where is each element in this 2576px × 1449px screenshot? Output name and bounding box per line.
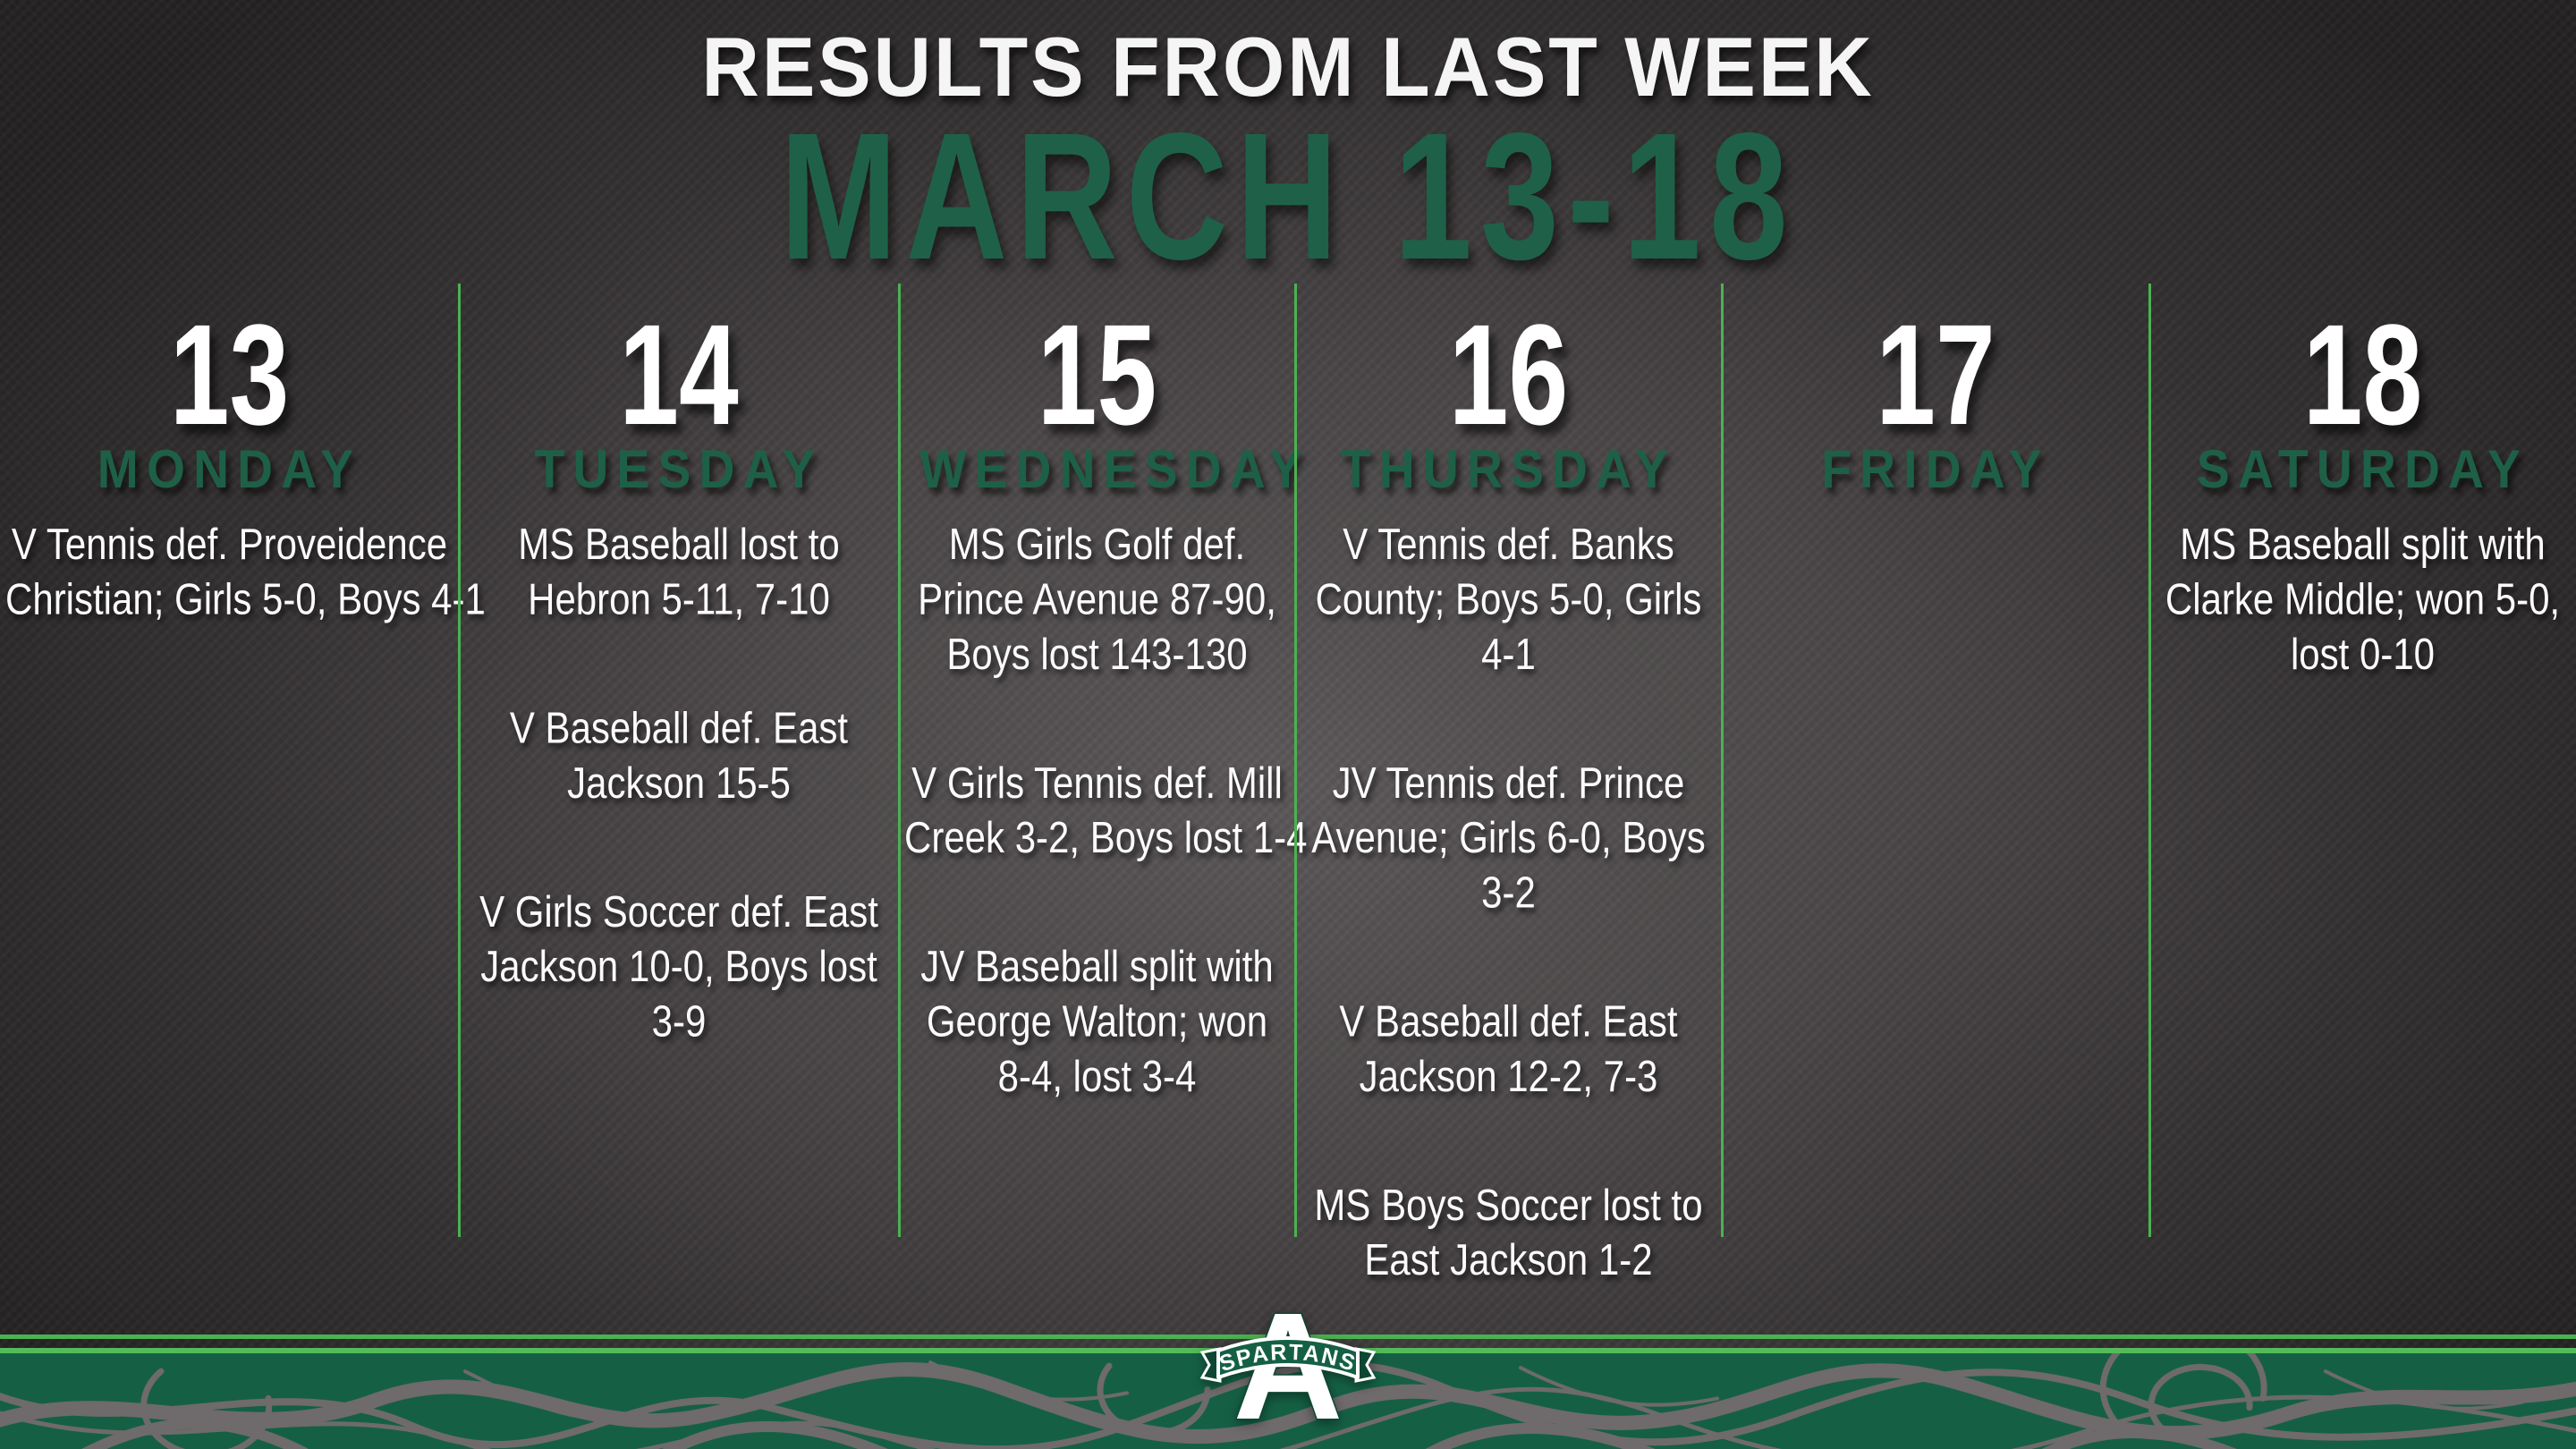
- day-results: MS Baseball lost to Hebron 5-11, 7-10 V …: [464, 517, 894, 1049]
- day-column-thursday: 16 THURSDAY V Tennis def. Banks County; …: [1295, 295, 1722, 1306]
- date-range-subtitle: MARCH 13-18: [779, 95, 1797, 297]
- column-divider: [458, 284, 461, 1237]
- day-column-monday: 13 MONDAY V Tennis def. Proveidence Chri…: [0, 294, 486, 1306]
- day-results: MS Girls Golf def. Prince Avenue 87-90, …: [904, 517, 1308, 1104]
- day-name: TUESDAY: [534, 439, 824, 499]
- day-name: MONDAY: [97, 439, 362, 499]
- result-text: V Baseball def. East Jackson 12-2, 7-3: [1339, 996, 1678, 1101]
- day-name: WEDNESDAY: [919, 439, 1310, 499]
- footer-marble-band: [0, 1353, 2576, 1449]
- result-text: JV Tennis def. Prince Avenue; Girls 6-0,…: [1311, 758, 1706, 918]
- spartans-logo-graphic: A SPARTANS: [1199, 1293, 1377, 1445]
- day-column-friday: 17 FRIDAY: [1722, 295, 2149, 1306]
- result-text: MS Girls Golf def. Prince Avenue 87-90, …: [918, 519, 1276, 679]
- day-results: MS Baseball split with Clarke Middle; wo…: [2155, 517, 2571, 682]
- page-title: RESULTS FROM LAST WEEK: [701, 20, 1875, 114]
- result-text: V Baseball def. East Jackson 15-5: [509, 702, 849, 808]
- day-name: THURSDAY: [1340, 439, 1677, 499]
- result-text: V Tennis def. Banks County; Boys 5-0, Gi…: [1315, 519, 1702, 679]
- week-columns: 13 MONDAY V Tennis def. Proveidence Chri…: [0, 295, 2576, 1306]
- column-divider: [1294, 284, 1297, 1237]
- day-number: 15: [1037, 294, 1157, 454]
- result-text: JV Baseball split with George Walton; wo…: [920, 941, 1274, 1101]
- result-text: V Girls Tennis def. Mill Creek 3-2, Boys…: [904, 758, 1308, 862]
- spartans-logo: A SPARTANS: [1172, 1293, 1404, 1445]
- marble-pattern: [0, 1353, 2576, 1449]
- day-results: V Tennis def. Proveidence Christian; Gir…: [5, 517, 486, 627]
- day-number: 14: [619, 294, 739, 454]
- day-number: 18: [2302, 294, 2423, 454]
- day-number: 17: [1876, 294, 1996, 454]
- result-text: MS Baseball lost to Hebron 5-11, 7-10: [518, 519, 840, 624]
- day-results: V Tennis def. Banks County; Boys 5-0, Gi…: [1301, 517, 1716, 1287]
- day-number: 13: [169, 294, 290, 454]
- column-divider: [898, 284, 901, 1237]
- column-divider: [1721, 284, 1724, 1237]
- result-text: MS Boys Soccer lost to East Jackson 1-2: [1314, 1180, 1703, 1284]
- result-text: V Girls Soccer def. East Jackson 10-0, B…: [479, 886, 878, 1046]
- day-number: 16: [1448, 294, 1569, 454]
- result-text: V Tennis def. Proveidence Christian; Gir…: [5, 519, 486, 624]
- day-name: FRIDAY: [1821, 439, 2050, 499]
- banner-ribbon: [1216, 1336, 1360, 1379]
- day-name: SATURDAY: [2196, 439, 2529, 499]
- day-column-tuesday: 14 TUESDAY MS Baseball lost to Hebron 5-…: [459, 295, 899, 1306]
- header: RESULTS FROM LAST WEEK MARCH 13-18: [0, 20, 2576, 297]
- column-divider: [2148, 284, 2151, 1237]
- day-column-saturday: 18 SATURDAY MS Baseball split with Clark…: [2149, 295, 2576, 1306]
- day-column-wednesday: 15 WEDNESDAY MS Girls Golf def. Prince A…: [899, 294, 1310, 1306]
- result-text: MS Baseball split with Clarke Middle; wo…: [2165, 519, 2561, 679]
